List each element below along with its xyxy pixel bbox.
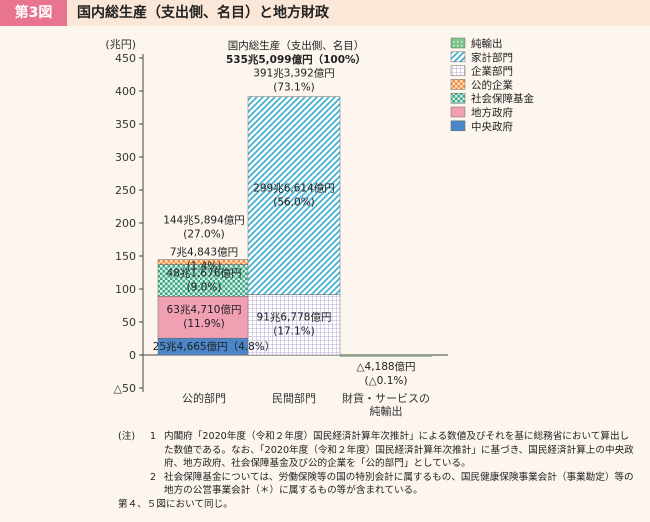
legend-swatch-local-government bbox=[450, 106, 466, 118]
legend-label-local-government: 地方政府 bbox=[471, 106, 513, 119]
y-tick-label: 400 bbox=[115, 85, 136, 98]
y-tick-label: 450 bbox=[115, 52, 136, 65]
data-label-social-security-funds: (9.0%) bbox=[187, 281, 222, 293]
data-label-central-government: 25兆4,665億円（4.8%） bbox=[153, 340, 276, 353]
x-category-label: 財貨・サービスの bbox=[342, 391, 430, 405]
note-number: 1 bbox=[150, 431, 157, 442]
x-category-label: 公的部門 bbox=[182, 391, 226, 405]
y-tick-label: 50 bbox=[122, 316, 136, 329]
note-footer: 第４、５図において同じ。 bbox=[118, 498, 638, 512]
legend-label-social-security-funds: 社会保障基金 bbox=[471, 92, 534, 105]
y-tick-label: 100 bbox=[115, 283, 136, 296]
data-label-social-security-funds: 48兆1,676億円 bbox=[167, 266, 242, 279]
y-axis-unit: (兆円) bbox=[105, 38, 136, 51]
gdp-chart: (兆円) △50 0 50 100 150 200 250 300 350 400 450 公的部門 民間… bbox=[105, 37, 534, 418]
bar-household-sector bbox=[247, 96, 341, 295]
data-label-net-exports: △4,188億円 bbox=[356, 360, 415, 373]
x-category-label: 民間部門 bbox=[272, 391, 316, 405]
data-label-corporate-sector: 91兆6,778億円 bbox=[257, 311, 332, 324]
note-text: 社会保障基金については、労働保険等の国の特別会計に属するもの、国民健康保険事業会… bbox=[164, 471, 634, 497]
legend-label-public-enterprises: 公的企業 bbox=[471, 78, 513, 91]
legend-swatch-central-government bbox=[450, 120, 466, 132]
note-number: 2 bbox=[150, 471, 157, 483]
data-label-local-government: (11.9%) bbox=[183, 318, 225, 330]
legend-swatch-household-sector bbox=[450, 51, 466, 63]
bar-local-government bbox=[157, 296, 251, 339]
legend-label-central-government: 中央政府 bbox=[471, 120, 513, 133]
data-label-public-enterprises: 7兆4,843億円 bbox=[170, 246, 238, 259]
figure-title: 国内総生産（支出側、名目）と地方財政 bbox=[77, 5, 329, 21]
data-label-household-sector: (56.0%) bbox=[273, 197, 315, 209]
legend-swatch-net-exports bbox=[450, 37, 466, 49]
data-label-net-exports: (△0.1%) bbox=[365, 375, 408, 387]
data-label-public-enterprises: (1.4%) bbox=[187, 261, 222, 273]
data-label-public-sector-total: 144兆5,894億円 bbox=[163, 214, 245, 227]
data-label-public-sector-total: (27.0%) bbox=[183, 229, 225, 241]
legend-swatch-public-enterprises bbox=[450, 79, 466, 90]
y-tick-label: 350 bbox=[115, 118, 136, 131]
data-label-corporate-sector: (17.1%) bbox=[273, 326, 315, 338]
total-gdp-value: 535兆5,099億円（100%） bbox=[226, 53, 366, 66]
data-label-private-sector-total: (73.1%) bbox=[273, 82, 315, 94]
data-label-private-sector-total: 391兆3,392億円 bbox=[253, 67, 335, 80]
y-tick-label: △50 bbox=[114, 382, 136, 395]
x-category-label: 純輸出 bbox=[370, 404, 403, 418]
data-label-local-government: 63兆4,710億円 bbox=[167, 303, 242, 316]
note-label: (注) bbox=[118, 431, 136, 442]
data-label-household-sector: 299兆6,614億円 bbox=[253, 182, 335, 195]
y-tick-label: 300 bbox=[115, 151, 136, 164]
bar-corporate-sector bbox=[247, 294, 341, 356]
figure-number: 第3図 bbox=[0, 0, 67, 26]
note-footer-text: 第４、５図において同じ。 bbox=[118, 498, 233, 510]
bar-social-security-funds bbox=[157, 264, 251, 297]
total-gdp-title: 国内総生産（支出側、名目） bbox=[228, 39, 365, 52]
y-tick-label: 200 bbox=[115, 217, 136, 230]
y-tick-label: 0 bbox=[129, 349, 136, 362]
legend-label-household-sector: 家計部門 bbox=[471, 51, 513, 64]
note-1: (注) 1 内閣府「2020年度（令和２年度）国民経済計算年次推計」による数値及… bbox=[118, 430, 638, 471]
legend-swatch-social-security-funds bbox=[450, 92, 466, 104]
figure-header: 第3図 国内総生産（支出側、名目）と地方財政 bbox=[0, 0, 650, 26]
legend-label-net-exports: 純輸出 bbox=[471, 37, 503, 50]
y-tick-label: 150 bbox=[115, 250, 136, 263]
legend-label-corporate-sector: 企業部門 bbox=[471, 65, 513, 78]
y-tick-label: 250 bbox=[115, 184, 136, 197]
notes: (注) 1 内閣府「2020年度（令和２年度）国民経済計算年次推計」による数値及… bbox=[118, 430, 638, 512]
note-text: 内閣府「2020年度（令和２年度）国民経済計算年次推計」による数値及びそれを基に… bbox=[164, 431, 634, 470]
note-2: 2 社会保障基金については、労働保険等の国の特別会計に属するもの、国民健康保険事… bbox=[118, 471, 638, 498]
legend-swatch-corporate-sector bbox=[450, 65, 466, 76]
bar-net-exports bbox=[339, 354, 433, 357]
